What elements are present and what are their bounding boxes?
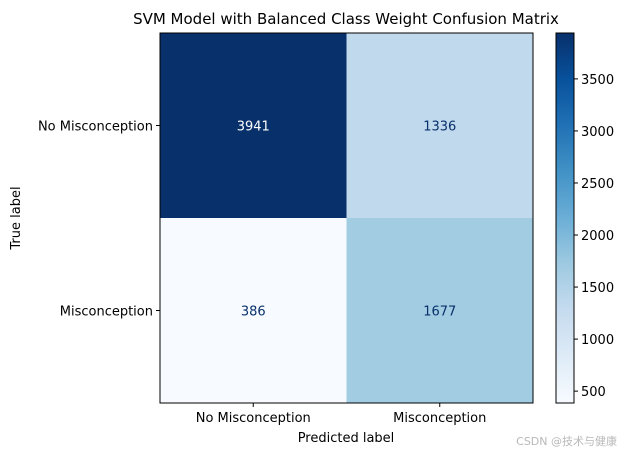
colorbar-tick-label: 2500 xyxy=(581,177,614,192)
colorbar-tick-label: 1500 xyxy=(581,281,614,296)
colorbar-tick-label: 1000 xyxy=(581,333,614,348)
y-tick-label: No Misconception xyxy=(38,120,153,135)
heatmap-cells xyxy=(160,33,533,403)
heatmap-cell xyxy=(160,33,347,218)
watermark: CSDN @技术与健康 xyxy=(516,435,617,448)
x-axis-label: Predicted label xyxy=(298,431,395,446)
heatmap-cell xyxy=(346,218,533,403)
colorbar-tick-label: 3000 xyxy=(581,125,614,140)
heatmap-cell-labels: 3941 1336 386 1677 xyxy=(237,120,457,320)
chart-title: SVM Model with Balanced Class Weight Con… xyxy=(133,10,559,28)
cell-value-label: 3941 xyxy=(237,120,270,135)
colorbar-tick-label: 3500 xyxy=(581,73,614,88)
cell-value-label: 1336 xyxy=(423,120,456,135)
heatmap-cell xyxy=(160,218,347,403)
y-axis-ticks: No Misconception Misconception xyxy=(38,120,160,320)
cell-value-label: 1677 xyxy=(423,305,456,320)
x-tick-label: No Misconception xyxy=(196,411,311,426)
y-axis-label: True label xyxy=(9,186,24,250)
colorbar xyxy=(555,32,575,404)
colorbar-tick-label: 500 xyxy=(581,385,606,400)
x-tick-label: Misconception xyxy=(393,411,486,426)
plot-frame xyxy=(159,32,534,404)
x-axis-ticks: No Misconception Misconception xyxy=(196,403,486,426)
colorbar-ticks: 500 1000 1500 2000 2500 3000 3500 xyxy=(574,73,614,400)
y-tick-label: Misconception xyxy=(60,305,153,320)
colorbar-tick-label: 2000 xyxy=(581,229,614,244)
heatmap-cell xyxy=(346,33,533,218)
cell-value-label: 386 xyxy=(241,305,266,320)
